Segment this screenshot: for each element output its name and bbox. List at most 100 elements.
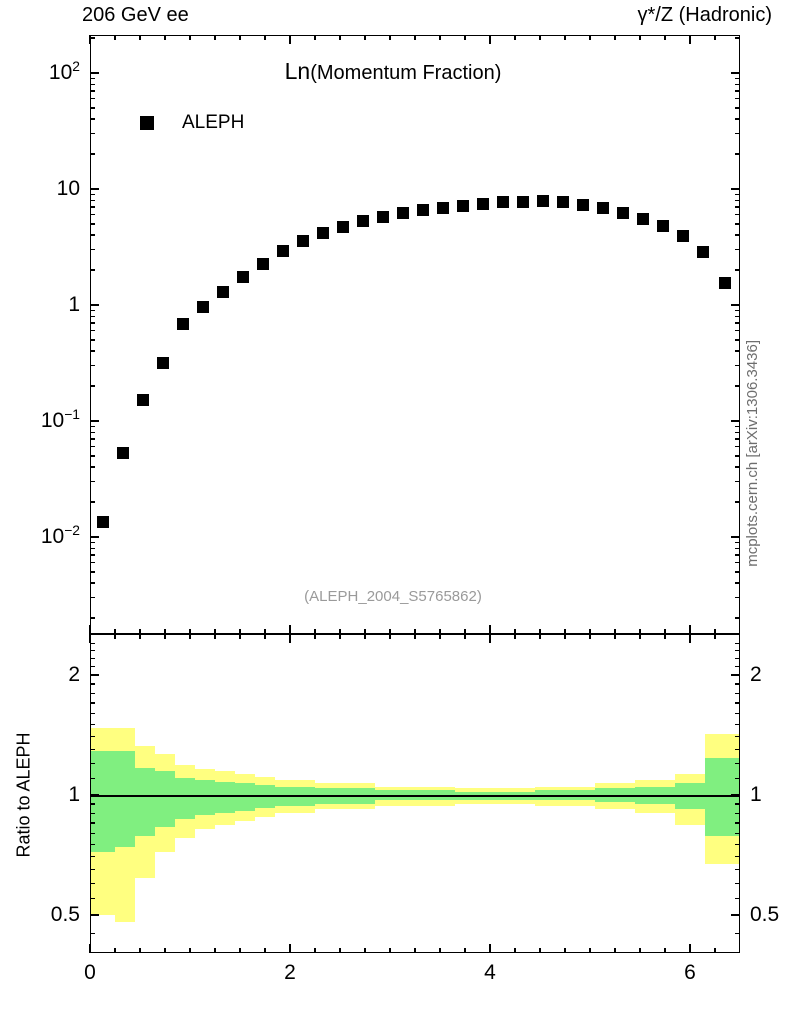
ratio-y-tick bbox=[735, 702, 740, 704]
ratio-x-tick bbox=[414, 634, 416, 639]
x-tick bbox=[539, 35, 541, 40]
y-tick bbox=[90, 385, 95, 387]
data-point bbox=[256, 257, 269, 270]
x-tick bbox=[589, 35, 591, 40]
data-point bbox=[196, 300, 209, 313]
y-tick bbox=[735, 596, 740, 599]
ratio-x-tick bbox=[364, 948, 366, 953]
ratio-y-tick bbox=[90, 702, 95, 704]
y-tick bbox=[735, 562, 740, 564]
ratio-x-tick bbox=[464, 634, 466, 639]
y-tick bbox=[735, 455, 740, 457]
x-tick bbox=[89, 35, 91, 44]
y-tick bbox=[90, 322, 95, 324]
data-point bbox=[696, 246, 709, 259]
ratio-x-tick bbox=[314, 634, 316, 639]
y-tick bbox=[735, 118, 740, 120]
ratio-y-tick bbox=[90, 665, 95, 668]
ratio-y-tick-label: 0.5 bbox=[50, 903, 80, 926]
ratio-y-tick bbox=[735, 856, 740, 858]
ratio-band-green bbox=[90, 750, 115, 852]
ratio-y-tick bbox=[735, 712, 740, 715]
plot-title-prefix: Ln bbox=[284, 58, 311, 84]
ratio-x-tick bbox=[689, 944, 691, 953]
y-tick bbox=[90, 617, 95, 619]
data-point bbox=[236, 271, 249, 284]
x-tick bbox=[339, 629, 341, 634]
y-tick bbox=[90, 153, 95, 155]
ratio-x-tick bbox=[264, 948, 266, 953]
y-tick bbox=[90, 214, 95, 216]
x-tick bbox=[214, 35, 216, 40]
x-tick bbox=[489, 625, 491, 634]
y-tick bbox=[90, 132, 95, 135]
ratio-y-tick bbox=[90, 650, 95, 652]
ratio-y-tick-label: 1 bbox=[68, 783, 80, 806]
data-point bbox=[276, 244, 289, 257]
ratio-x-tick bbox=[489, 944, 491, 953]
ratio-y-tick-label-right: 0.5 bbox=[750, 903, 780, 926]
y-tick bbox=[735, 466, 740, 468]
x-tick bbox=[364, 629, 366, 634]
ratio-band-green bbox=[155, 770, 175, 828]
ratio-y-tick bbox=[735, 650, 740, 652]
data-point bbox=[656, 219, 669, 232]
ratio-y-tick bbox=[735, 882, 740, 885]
y-tick bbox=[735, 364, 740, 367]
data-point bbox=[376, 211, 389, 224]
y-tick bbox=[735, 431, 740, 433]
y-tick bbox=[90, 420, 99, 422]
main-y-tick-label: 1 bbox=[68, 293, 80, 316]
y-tick bbox=[90, 425, 95, 427]
y-tick bbox=[735, 547, 740, 549]
data-point bbox=[96, 516, 109, 529]
ratio-reference-line bbox=[90, 795, 740, 797]
x-tick bbox=[439, 35, 441, 40]
ratio-y-tick bbox=[90, 674, 99, 676]
x-tick bbox=[164, 629, 166, 634]
y-tick bbox=[90, 480, 95, 483]
data-point bbox=[536, 195, 549, 208]
ratio-y-tick bbox=[735, 832, 740, 835]
y-tick bbox=[735, 438, 740, 440]
y-tick bbox=[735, 153, 740, 155]
ratio-x-tick bbox=[614, 948, 616, 953]
x-tick bbox=[114, 35, 116, 40]
x-tick bbox=[439, 629, 441, 634]
ratio-y-tick bbox=[735, 932, 740, 934]
ratio-plot-frame bbox=[90, 634, 740, 953]
y-tick bbox=[735, 98, 740, 100]
ratio-x-tick bbox=[164, 634, 166, 639]
y-tick bbox=[90, 199, 95, 201]
y-tick bbox=[90, 431, 95, 433]
x-tick-label: 2 bbox=[284, 961, 296, 984]
x-tick bbox=[164, 35, 166, 40]
y-tick bbox=[735, 425, 740, 427]
main-y-tick-label: 10−2 bbox=[40, 522, 80, 548]
ratio-y-tick bbox=[90, 932, 95, 934]
ratio-y-tick bbox=[735, 748, 740, 751]
data-point bbox=[416, 204, 429, 217]
y-tick bbox=[735, 199, 740, 201]
y-tick bbox=[90, 582, 95, 584]
x-tick bbox=[464, 629, 466, 634]
ratio-y-tick bbox=[90, 712, 95, 715]
ratio-y-tick bbox=[90, 822, 95, 824]
y-tick bbox=[90, 90, 95, 92]
ratio-x-tick bbox=[289, 634, 291, 643]
ratio-y-tick bbox=[90, 692, 95, 694]
data-point bbox=[719, 276, 731, 289]
x-tick bbox=[614, 35, 616, 40]
y-tick bbox=[90, 547, 95, 549]
ratio-y-tick bbox=[90, 844, 95, 846]
x-tick bbox=[489, 35, 491, 44]
x-tick bbox=[614, 629, 616, 634]
ratio-x-tick bbox=[89, 634, 91, 643]
data-point bbox=[576, 198, 589, 211]
ratio-y-tick-label-right: 2 bbox=[750, 663, 762, 686]
ratio-y-tick bbox=[735, 868, 740, 871]
ratio-x-tick bbox=[464, 948, 466, 953]
ratio-y-tick bbox=[90, 777, 95, 780]
dataset-tag: (ALEPH_2004_S5765862) bbox=[304, 588, 482, 605]
ratio-y-tick bbox=[735, 642, 740, 645]
